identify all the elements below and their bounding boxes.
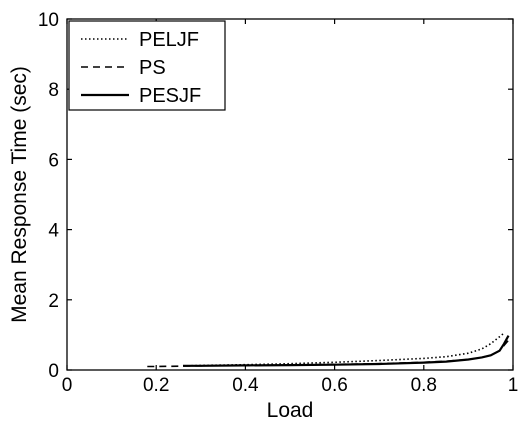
y-axis: 0 2 4 6 8 10 bbox=[38, 10, 513, 382]
x-tick-label: 0.2 bbox=[143, 375, 169, 396]
x-tick-label: 0.6 bbox=[321, 375, 347, 396]
y-tick-label: 4 bbox=[48, 221, 59, 242]
legend-label-pesjf: PESJF bbox=[139, 85, 201, 107]
y-tick-label: 2 bbox=[48, 291, 59, 312]
y-tick-label: 8 bbox=[48, 80, 59, 101]
y-tick-label: 6 bbox=[48, 150, 59, 171]
series-line-pesjf bbox=[183, 335, 510, 367]
x-tick-label: 1 bbox=[508, 375, 519, 396]
x-tick-label: 0.8 bbox=[411, 375, 437, 396]
legend-label-ps: PS bbox=[139, 57, 166, 79]
y-tick-label: 0 bbox=[48, 361, 59, 382]
y-tick-label: 10 bbox=[38, 10, 59, 31]
y-axis-label: Mean Response Time (sec) bbox=[8, 66, 31, 323]
x-axis: 0 0.2 0.4 0.6 0.8 1 bbox=[62, 19, 519, 396]
series-layer bbox=[147, 332, 510, 368]
series-line-peljf bbox=[187, 332, 505, 367]
x-tick-label: 0.4 bbox=[232, 375, 259, 396]
x-tick-label: 0 bbox=[62, 375, 73, 396]
legend: PELJF PS PESJF bbox=[68, 20, 226, 111]
x-axis-label: Load bbox=[267, 399, 314, 422]
legend-label-peljf: PELJF bbox=[139, 29, 199, 51]
